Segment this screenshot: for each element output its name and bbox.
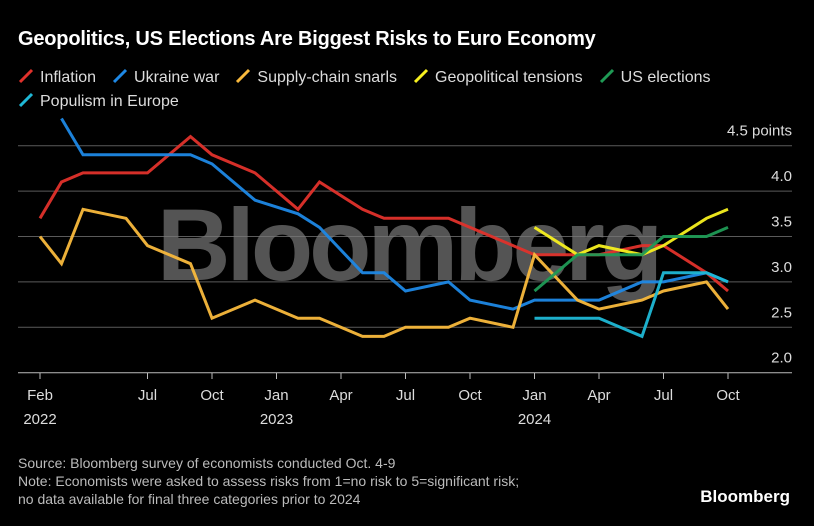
y-tick-label: 4.5 points: [727, 123, 792, 140]
x-year-label: 2022: [23, 411, 56, 428]
legend-label: Supply-chain snarls: [257, 69, 398, 86]
x-tick-label: Jan: [264, 387, 288, 404]
x-tick-label: Apr: [329, 387, 352, 404]
x-year-label: 2023: [260, 411, 293, 428]
x-tick-label: Jul: [654, 387, 673, 404]
bloomberg-logo: Bloomberg: [700, 487, 790, 506]
x-year-label: 2024: [518, 411, 551, 428]
method-note-2: no data available for final three catego…: [18, 491, 361, 507]
legend-item: US elections: [599, 66, 711, 90]
chart-title: Geopolitics, US Elections Are Biggest Ri…: [18, 28, 596, 50]
x-tick-label: Oct: [716, 387, 740, 404]
legend-label: Inflation: [40, 69, 97, 86]
legend-label: Populism in Europe: [40, 93, 179, 110]
legend: Inflation Ukraine war Supply-chain snarls G…: [18, 66, 808, 114]
legend-swatch-icon: [236, 68, 251, 84]
legend-label: US elections: [620, 69, 711, 86]
x-tick-label: Apr: [587, 387, 610, 404]
x-tick-label: Jul: [138, 387, 157, 404]
source-note: Source: Bloomberg survey of economists c…: [18, 455, 396, 471]
x-tick-label: Oct: [200, 387, 224, 404]
legend-swatch-icon: [18, 68, 34, 84]
series-line-ukraine-war: [60, 117, 729, 311]
y-tick-label: 3.5: [771, 214, 792, 231]
y-tick-label: 4.0: [771, 168, 792, 185]
method-note: Note: Economists were asked to assess ri…: [18, 473, 520, 489]
legend-swatch-icon: [112, 68, 128, 84]
series-line-supply-chain-snarls: [38, 207, 730, 338]
legend-item: Geopolitical tensions: [413, 66, 583, 90]
legend-item: Ukraine war: [112, 66, 219, 90]
legend-item: Inflation: [18, 66, 96, 90]
y-tick-label: 3.0: [771, 259, 792, 276]
legend-label: Geopolitical tensions: [435, 69, 583, 86]
legend-label: Ukraine war: [134, 69, 220, 86]
legend-item: Supply-chain snarls: [235, 66, 397, 90]
legend-swatch-icon: [413, 68, 429, 84]
legend-swatch-icon: [599, 68, 614, 84]
series-line-inflation: [38, 134, 729, 293]
legend-item: Populism in Europe: [18, 90, 179, 114]
x-tick-label: Jan: [522, 387, 546, 404]
bloomberg-watermark: Bloomberg: [157, 188, 659, 302]
series-line-us-elections: [533, 226, 729, 293]
series-line-populism-in-europe: [534, 271, 729, 339]
x-tick-label: Oct: [458, 387, 482, 404]
x-tick-label: Feb: [27, 387, 53, 404]
y-tick-label: 2.5: [771, 304, 792, 321]
notes: Source: Bloomberg survey of economists c…: [18, 454, 519, 508]
y-tick-label: 2.0: [771, 350, 792, 367]
x-tick-label: Jul: [396, 387, 415, 404]
legend-swatch-icon: [18, 92, 34, 108]
